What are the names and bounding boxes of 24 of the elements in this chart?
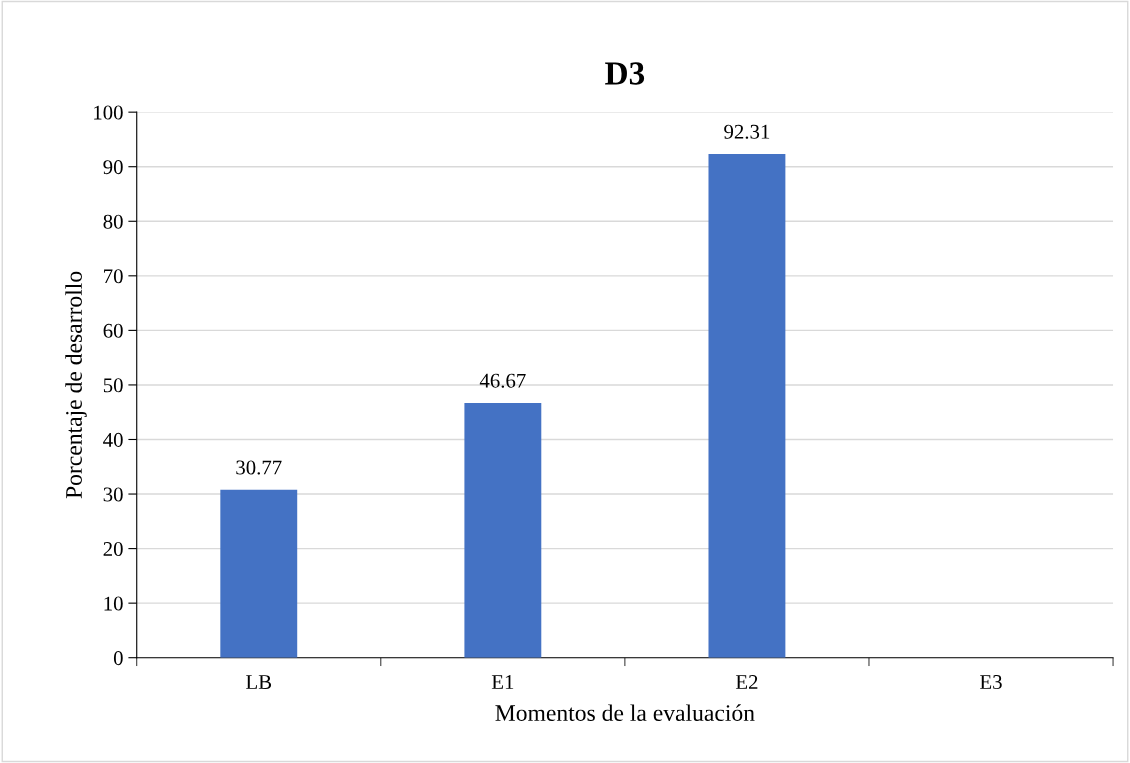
x-tick-label: E2: [735, 675, 758, 689]
data-label: 92.31: [724, 124, 770, 139]
data-label: 46.67: [479, 373, 526, 388]
y-tick-label: 100: [94, 105, 123, 120]
y-tick-label: 60: [103, 323, 123, 338]
y-tick-label: 20: [103, 541, 123, 557]
y-tick-label: 0: [113, 651, 123, 666]
y-tick-label: 50: [103, 378, 123, 393]
x-tick-label: LB: [246, 675, 272, 689]
y-tick-label: 80: [103, 214, 123, 229]
y-tick-label: 10: [104, 596, 123, 611]
y-tick-label: 40: [103, 432, 123, 447]
y-tick-label: 70: [104, 269, 123, 284]
y-tick-label: 90: [103, 160, 123, 175]
y-axis-title: Porcentaje de desarrollo: [65, 271, 87, 499]
chart-title: D3: [605, 62, 645, 85]
bar: [708, 154, 786, 658]
x-tick-label: E1: [491, 675, 514, 689]
y-tick-label: 30: [103, 487, 123, 502]
x-axis-title: Momentos de la evaluación: [495, 704, 755, 721]
x-tick-label: E3: [980, 675, 1002, 690]
bar: [220, 489, 298, 658]
data-label: 30.77: [236, 460, 282, 475]
bar: [464, 403, 542, 658]
